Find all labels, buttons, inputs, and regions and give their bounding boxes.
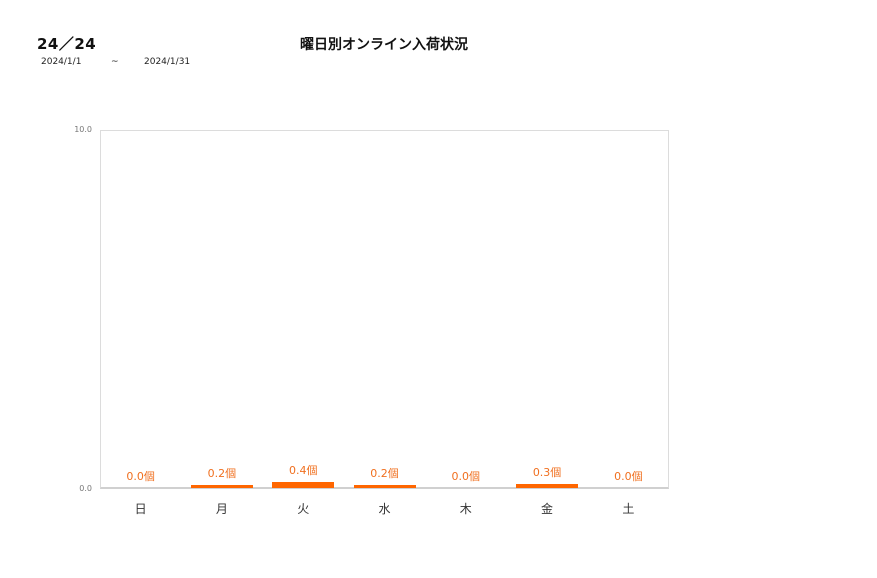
bar-value-label: 0.2個 xyxy=(370,467,399,480)
date-to: 2024/1/31 xyxy=(144,57,191,67)
bar-value-label: 0.0個 xyxy=(126,470,155,483)
bar-value-label: 0.3個 xyxy=(532,466,562,479)
y-tick-max: 10.0 xyxy=(74,125,92,134)
x-axis-label: 月 xyxy=(215,502,228,516)
bar-value-label: 0.4個 xyxy=(288,464,318,477)
plot-area xyxy=(100,130,669,489)
x-axis-label: 土 xyxy=(622,502,635,516)
bar-value-label: 0.0個 xyxy=(614,470,643,483)
x-axis-label: 金 xyxy=(541,502,554,516)
bar-value-label: 0.0個 xyxy=(451,470,481,483)
page-code: 24／24 xyxy=(37,35,97,53)
x-axis-label: 日 xyxy=(134,502,147,516)
bar xyxy=(516,484,579,488)
x-axis-label: 木 xyxy=(459,502,472,516)
x-axis-label: 火 xyxy=(297,502,310,516)
bar xyxy=(190,485,253,488)
date-from: 2024/1/1 xyxy=(41,57,82,67)
bar xyxy=(353,485,416,488)
chart-title: 曜日別オンライン入荷状況 xyxy=(300,37,468,53)
date-separator: ~ xyxy=(111,57,119,67)
bar xyxy=(272,482,335,488)
x-axis-label: 水 xyxy=(378,502,391,516)
bar-value-label: 0.2個 xyxy=(207,467,237,480)
y-tick-min: 0.0 xyxy=(79,484,92,493)
